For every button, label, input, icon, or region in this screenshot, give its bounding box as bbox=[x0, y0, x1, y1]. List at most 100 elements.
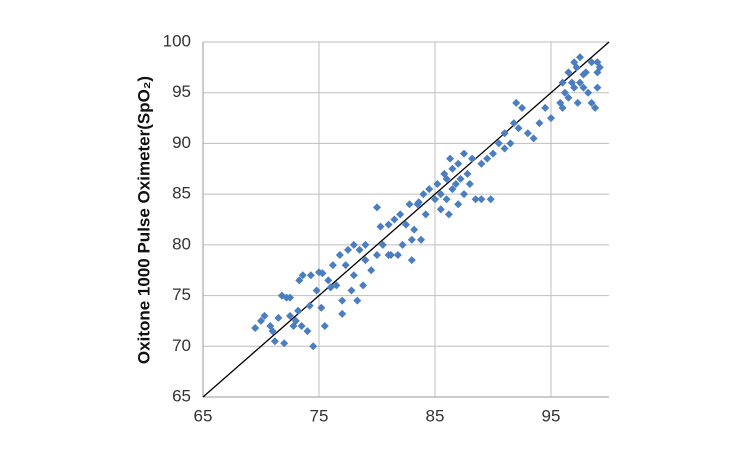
data-point bbox=[373, 203, 381, 212]
data-point bbox=[305, 301, 314, 310]
data-point bbox=[471, 195, 480, 204]
y-tick-label: 100 bbox=[163, 31, 191, 50]
data-point bbox=[529, 134, 538, 143]
y-tick-label: 75 bbox=[172, 285, 191, 304]
data-point bbox=[454, 159, 463, 168]
data-point bbox=[541, 103, 550, 112]
data-point bbox=[361, 256, 370, 265]
data-point bbox=[425, 185, 434, 194]
data-point bbox=[451, 180, 460, 188]
data-point bbox=[407, 235, 416, 244]
data-point bbox=[286, 311, 294, 320]
data-point bbox=[376, 222, 385, 231]
data-point bbox=[444, 210, 453, 219]
data-point bbox=[294, 306, 303, 315]
data-point bbox=[353, 296, 362, 305]
data-point bbox=[280, 339, 289, 348]
data-point bbox=[402, 220, 410, 229]
data-point bbox=[591, 103, 600, 112]
data-point bbox=[393, 251, 402, 259]
data-point bbox=[564, 93, 573, 102]
data-point bbox=[297, 322, 306, 330]
data-point bbox=[410, 225, 419, 234]
data-point bbox=[506, 139, 515, 148]
data-point bbox=[396, 210, 405, 219]
data-point bbox=[558, 103, 567, 112]
data-point bbox=[324, 276, 333, 285]
data-point bbox=[347, 286, 356, 295]
x-tick-label: 95 bbox=[542, 406, 561, 425]
data-point bbox=[579, 83, 588, 92]
data-point bbox=[448, 185, 457, 194]
data-point bbox=[317, 303, 326, 312]
data-point bbox=[436, 190, 445, 199]
y-tick-label: 80 bbox=[172, 234, 191, 253]
data-point bbox=[291, 316, 300, 325]
data-point bbox=[384, 220, 393, 229]
data-point bbox=[564, 68, 573, 77]
data-point bbox=[535, 119, 544, 128]
data-point bbox=[558, 78, 567, 87]
data-point bbox=[298, 271, 307, 280]
data-point bbox=[257, 316, 265, 325]
data-point bbox=[456, 174, 465, 183]
y-tick-label: 65 bbox=[172, 386, 191, 405]
data-point bbox=[274, 313, 283, 322]
x-tick-label: 85 bbox=[426, 406, 445, 425]
data-point bbox=[303, 327, 312, 336]
data-point bbox=[309, 342, 318, 351]
data-point bbox=[584, 88, 593, 97]
data-point bbox=[523, 129, 532, 138]
data-point bbox=[468, 154, 477, 163]
data-point bbox=[344, 245, 352, 254]
data-point bbox=[446, 154, 455, 163]
data-point bbox=[442, 195, 451, 204]
data-point bbox=[579, 70, 588, 79]
x-tick-label: 75 bbox=[310, 406, 329, 425]
data-point bbox=[419, 190, 428, 199]
data-point bbox=[341, 261, 350, 270]
data-point bbox=[500, 144, 509, 153]
data-point bbox=[318, 269, 327, 278]
data-point bbox=[448, 164, 457, 173]
data-point bbox=[460, 149, 468, 158]
data-point bbox=[384, 251, 393, 259]
data-point bbox=[431, 195, 439, 204]
data-point bbox=[576, 53, 584, 62]
y-axis-label: Oxitone 1000 Pulse Oximeter(SpO₂) bbox=[134, 76, 153, 364]
data-point bbox=[390, 215, 399, 224]
data-point bbox=[286, 293, 294, 302]
data-point bbox=[483, 154, 492, 163]
data-point bbox=[338, 296, 347, 305]
data-point bbox=[433, 180, 442, 188]
data-point bbox=[486, 195, 495, 204]
y-tick-label: 70 bbox=[172, 336, 191, 355]
data-point bbox=[251, 324, 260, 333]
data-point bbox=[436, 205, 445, 214]
data-point bbox=[595, 63, 604, 72]
data-point bbox=[421, 210, 430, 219]
data-point bbox=[465, 180, 474, 188]
data-point bbox=[576, 78, 584, 87]
y-tick-label: 90 bbox=[172, 133, 191, 152]
data-point bbox=[442, 174, 451, 183]
data-point bbox=[460, 190, 468, 199]
data-point bbox=[295, 276, 304, 285]
data-point bbox=[359, 281, 368, 290]
data-point bbox=[512, 98, 521, 107]
data-point bbox=[500, 129, 509, 138]
data-point bbox=[477, 195, 486, 204]
data-point bbox=[361, 240, 370, 249]
data-point bbox=[367, 266, 376, 275]
identity-line bbox=[202, 41, 610, 398]
data-point bbox=[494, 139, 503, 148]
data-point bbox=[560, 88, 569, 97]
data-point bbox=[405, 200, 414, 209]
data-point bbox=[349, 271, 358, 280]
data-point bbox=[407, 256, 416, 265]
data-point bbox=[306, 271, 315, 280]
data-point bbox=[378, 240, 387, 249]
y-tick-label: 95 bbox=[172, 82, 191, 101]
data-point bbox=[417, 235, 426, 244]
